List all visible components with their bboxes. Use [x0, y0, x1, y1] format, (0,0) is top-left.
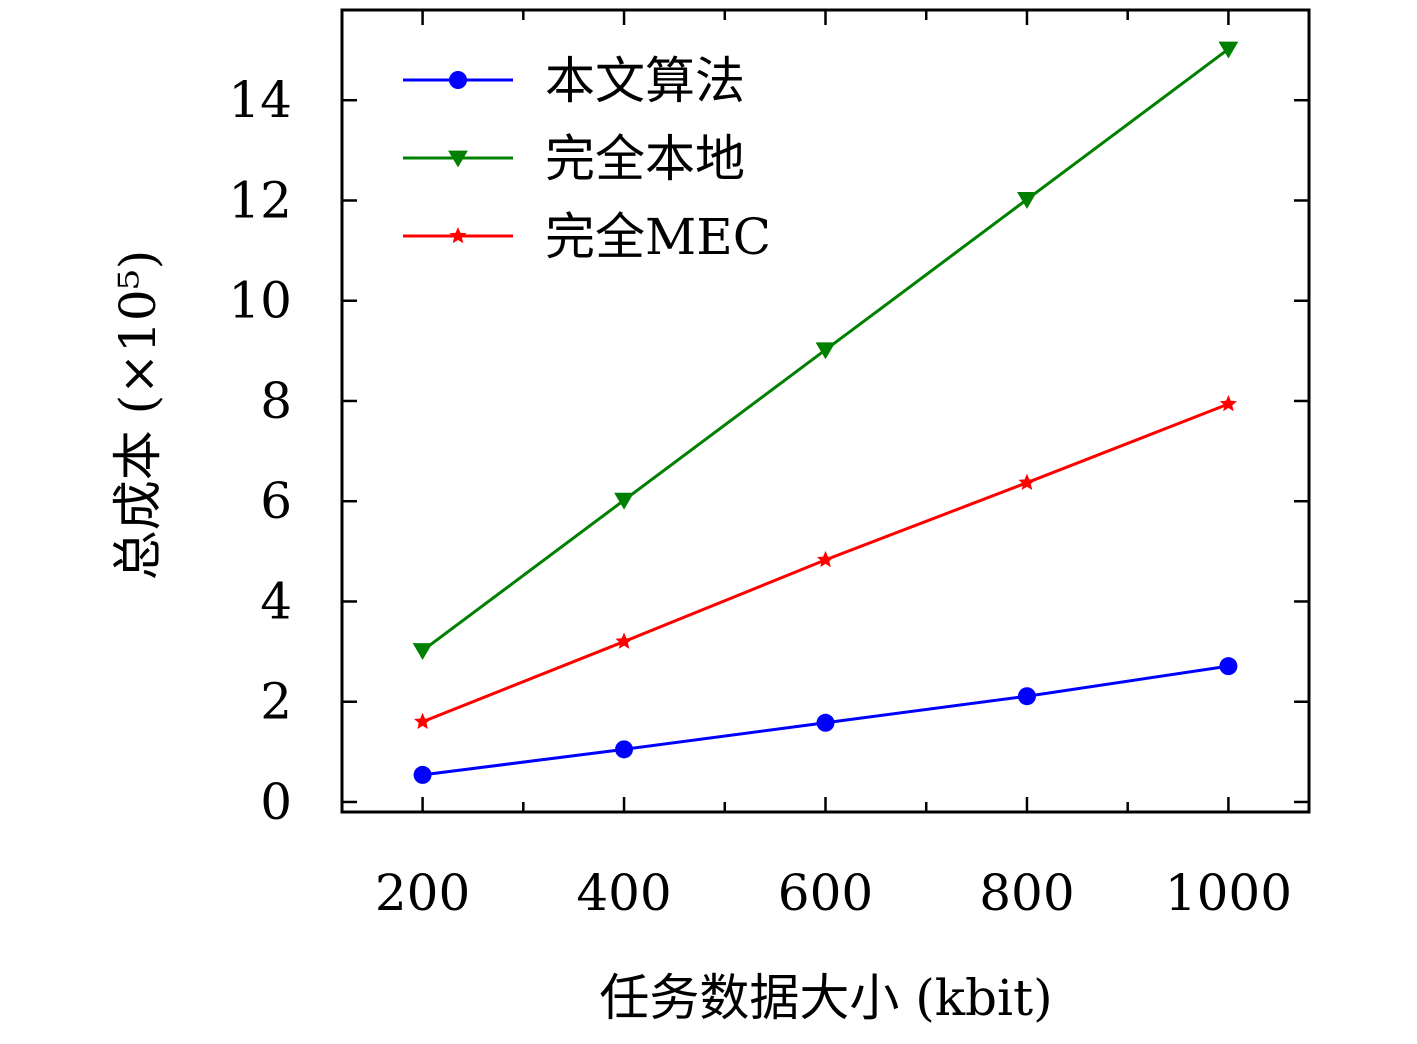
data-point	[413, 765, 432, 784]
y-tick-label: 6	[260, 472, 292, 530]
y-tick-label: 2	[260, 673, 292, 731]
x-axis: 200 400 600 800 1000	[375, 10, 1292, 922]
series-3	[414, 394, 1237, 730]
legend-label: 完全MEC	[545, 208, 771, 266]
data-point	[1219, 657, 1238, 676]
data-point	[615, 740, 634, 759]
data-point	[1218, 41, 1239, 59]
data-point	[815, 342, 836, 360]
data-point	[816, 713, 835, 732]
data-point	[1018, 473, 1036, 490]
x-tick-label: 200	[375, 864, 470, 922]
x-tick-label: 1000	[1165, 864, 1292, 922]
data-point	[412, 643, 433, 661]
y-tick-label: 0	[260, 773, 292, 831]
x-tick-label: 800	[979, 864, 1074, 922]
y-tick-label: 4	[260, 572, 292, 630]
x-axis-title: 任务数据大小 (kbit)	[599, 969, 1052, 1027]
data-point	[414, 712, 432, 730]
legend-marker	[449, 227, 467, 244]
y-tick-label: 14	[228, 71, 292, 129]
series-1	[413, 657, 1238, 784]
y-tick-label: 12	[228, 171, 292, 229]
data-point	[1017, 687, 1036, 706]
data-point	[614, 492, 634, 510]
y-tick-label: 10	[228, 272, 292, 330]
data-point	[615, 632, 633, 649]
legend-label: 完全本地	[545, 130, 745, 188]
legend-item: 本文算法	[403, 52, 745, 110]
legend-label: 本文算法	[545, 52, 745, 110]
plot-frame	[340, 8, 1311, 814]
x-tick-label: 600	[778, 864, 873, 922]
legend-marker	[448, 150, 468, 168]
data-point	[816, 550, 835, 568]
x-tick-label: 400	[576, 864, 671, 922]
series-layer	[412, 41, 1239, 784]
legend-item: 完全MEC	[403, 208, 771, 266]
y-axis-title: 总成本 (×10⁵)	[109, 250, 167, 580]
legend-marker	[449, 71, 467, 89]
data-point	[1017, 192, 1037, 209]
legend-item: 完全本地	[403, 130, 745, 188]
data-point	[1219, 394, 1237, 412]
y-tick-label: 8	[260, 372, 292, 430]
y-axis: 0 2 4 6 8 10 12 14	[228, 71, 1309, 831]
series-2	[412, 41, 1239, 661]
